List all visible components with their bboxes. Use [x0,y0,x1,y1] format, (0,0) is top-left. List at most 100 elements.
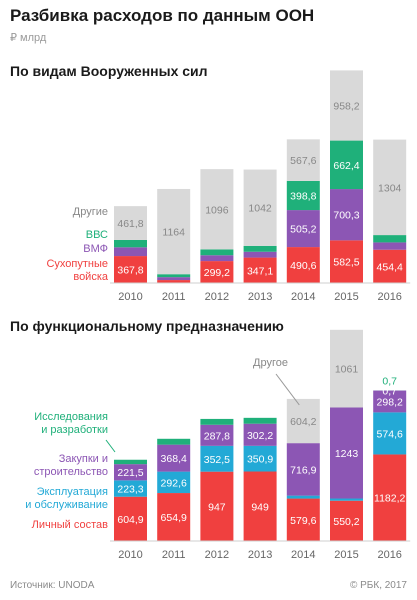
value-label-rd-2016: 0,7 [382,375,397,387]
x-tick-chart2-2010: 2010 [118,549,142,561]
bar-chart1-s2-2016 [373,235,407,243]
x-tick-chart1-2010: 2010 [118,291,142,303]
value-label-chart1-s0-2016: 454,4 [377,261,403,273]
bar-chart1-s1-2016 [373,242,407,250]
value-label-chart1-s3-2010: 461,8 [117,218,143,230]
bar-chart1-s3-2014 [286,139,320,181]
bar-chart2-s1-2010 [114,480,147,497]
value-label-chart1-s0-2014: 490,6 [290,260,316,272]
bar-chart1-s2-2015 [330,140,363,190]
bar-chart2-s2-2012 [200,424,234,446]
value-label-chart2-s1-2010: 223,3 [117,484,143,496]
x-tick-chart1-2014: 2014 [291,291,315,303]
x-tick-chart2-2012: 2012 [205,549,229,561]
bar-chart1-s0-2014 [286,247,320,283]
x-tick-chart2-2016: 2016 [377,549,401,561]
legend-pers: Личный состав [31,519,108,531]
value-label-chart2-s2-2014: 716,9 [290,464,316,476]
bar-chart2-s1-2016 [373,412,407,455]
bar-chart1-s3-2010 [114,206,147,240]
legend2-other: Другое [253,357,288,370]
value-label-chart1-s0-2013: 347,1 [247,265,273,277]
value-label-chart2-s4-2014: 604,2 [290,416,316,428]
source-note: Источник: UNODA [10,580,95,591]
x-tick-chart1-2013: 2013 [248,291,272,303]
x-tick-chart2-2014: 2014 [291,549,315,561]
bar-chart2-s3-2011 [157,438,191,445]
legend-rd-2: и разработки [41,424,108,436]
bar-chart1-s0-2013 [243,257,277,283]
bar-chart1-s2-2010 [114,239,147,248]
bar-chart2-s1-2013 [243,445,277,472]
bar-chart2-s4-2014 [286,398,320,444]
copyright-note: © РБК, 2017 [349,580,407,591]
value-label-chart2-s0-2014: 579,6 [290,515,316,527]
value-label-chart1-s3-2013: 1042 [248,203,272,215]
bar-chart2-s4-2015 [330,329,363,408]
bar-chart2-s0-2012 [200,471,234,541]
value-label-chart1-s3-2014: 567,6 [290,155,316,167]
bar-chart1-s1-2011 [157,277,191,281]
bar-chart2-s1-2012 [200,445,234,472]
bar-chart2-s3-2012 [200,418,234,425]
panel1-title: По видам Вооруженных сил [10,63,208,79]
legend-vmf: ВМФ [83,243,108,255]
bar-chart1-s1-2013 [243,251,277,258]
legend-ground-1: Сухопутные [46,258,108,270]
value-label-chart2-s0-2015: 550,2 [333,516,359,528]
bar-chart2-s0-2015 [330,500,363,541]
value-label-chart1-s0-2010: 367,8 [117,265,143,277]
legend-ops-1: Эксплуатация [36,486,108,498]
value-label-chart1-s1-2014: 505,2 [290,224,316,236]
value-label-chart2-s0-2010: 604,9 [117,514,143,526]
value-label-chart2-s0-2013: 949 [251,501,269,513]
legend2-pers: Личный состав [32,519,108,532]
value-label-chart1-s3-2012: 1096 [205,204,229,216]
value-label-chart2-s2-2010: 221,5 [117,467,143,479]
value-label-chart2-s0-2016: 1182,2 [374,493,405,505]
bar-chart2-s0-2011 [157,493,191,541]
page-title: Разбивка расходов по данным ООН [10,6,315,25]
bar-chart1-s0-2016 [373,249,407,283]
unit-label: ₽ млрд [10,32,47,44]
bar-chart2-s0-2013 [243,471,277,541]
bar-chart1-s3-2013 [243,169,277,246]
legend-other: Другие [72,206,108,218]
value-label-chart2-s1-2013: 350,9 [247,454,273,466]
leader-other [275,373,300,406]
bar-chart2-s0-2014 [286,498,320,541]
bar-chart2-s2-2015 [330,407,363,499]
legend2-proc: Закупки и строительство [34,453,108,479]
bar-chart1-s0-2015 [330,240,363,283]
value-label-chart2-s4-2015: 1061 [335,364,359,376]
leader-rd [105,439,116,453]
value-label-chart1-s0-2012: 299,2 [204,267,230,279]
bar-chart1-s0-2011 [157,280,191,283]
value-label-chart2-s1-2016: 574,6 [377,428,403,440]
legend-rd-1: Исследования [34,411,108,423]
bar-chart2-s3-2013 [243,417,277,424]
bar-chart1-s3-2015 [330,70,363,141]
bar-chart2-s2-2011 [157,444,191,472]
value-label-chart2-s2-2012: 287,8 [204,430,230,442]
legend-proc-1: Закупки и [58,453,108,465]
value-label-chart2-s2-2016: 298,2 [377,396,403,408]
value-label-chart2-s2-2015: 1243 [335,448,359,460]
bar-chart2-s2-2016 [373,390,407,413]
value-label-chart1-s2-2014: 398,8 [290,190,316,202]
value-label-chart1-s3-2015: 958,2 [333,100,359,112]
legend-ground-2: войска [73,271,108,283]
value-label-chart1-s1-2015: 700,3 [333,210,359,222]
value-label-chart2-s3-2016: 0,7 [382,386,397,398]
bar-chart1-s0-2010 [114,256,147,283]
legend-proc-2: строительство [33,466,108,478]
value-label-chart2-s2-2011: 368,4 [161,453,187,465]
bar-chart2-s1-2014 [286,495,320,499]
x-tick-chart1-2012: 2012 [205,291,229,303]
bar-chart2-s1-2011 [157,471,191,494]
bar-chart2-s0-2010 [114,496,147,541]
legend2-ops: Эксплуатация и обслуживание [25,486,108,512]
bar-chart1-s2-2013 [243,245,277,252]
bar-chart1-s2-2012 [200,249,234,256]
